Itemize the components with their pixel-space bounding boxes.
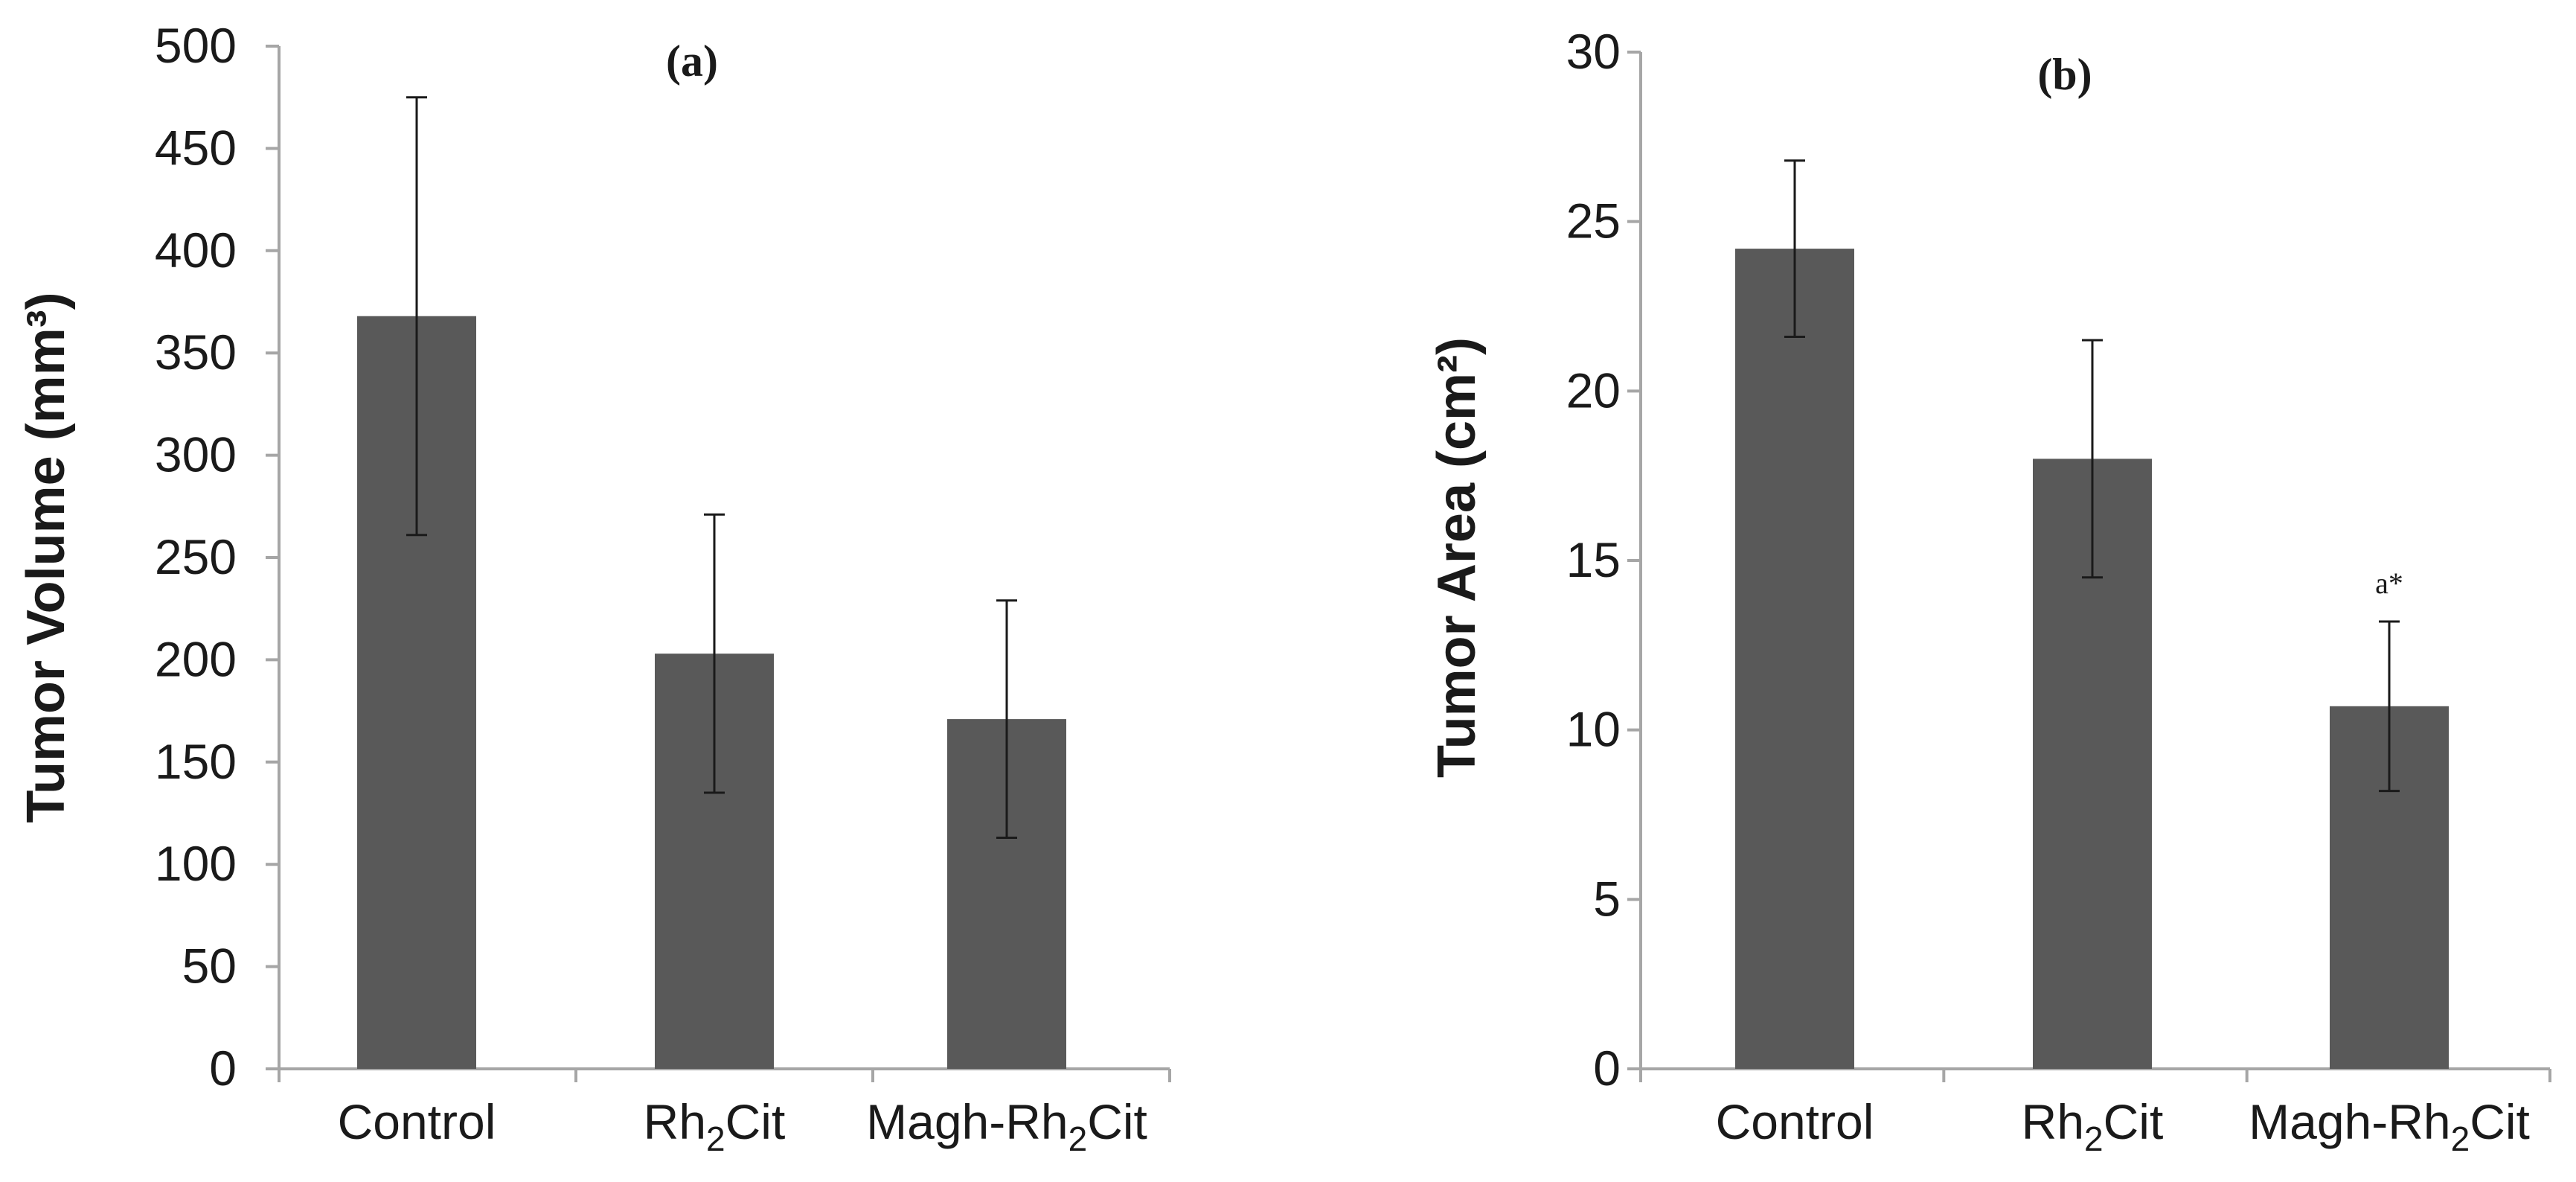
category-label-main: Magh-Rh — [866, 1094, 1068, 1149]
y-tick-label: 20 — [1566, 362, 1621, 418]
y-tick-label: 0 — [209, 1041, 237, 1096]
y-axis-label: Tumor Volume (mm³) — [16, 292, 76, 822]
y-tick-label: 10 — [1566, 702, 1621, 757]
category-label-subscript: 2 — [2084, 1119, 2104, 1158]
chart-title: (a) — [666, 36, 718, 86]
category-label-main: Control — [338, 1094, 496, 1149]
category-label-rest: Cit — [1087, 1094, 1147, 1149]
y-tick-label: 400 — [155, 223, 237, 278]
category-label: Magh-Rh2Cit — [2249, 1094, 2530, 1158]
y-tick-label: 25 — [1566, 194, 1621, 249]
y-tick-label: 200 — [155, 631, 237, 686]
category-label-rest: Cit — [2104, 1094, 2164, 1149]
category-label: Control — [1716, 1094, 1874, 1149]
y-tick-label: 30 — [1566, 24, 1621, 79]
y-axis-label: Tumor Area (cm²) — [1427, 337, 1487, 778]
y-tick-label: 0 — [1593, 1041, 1621, 1096]
y-tick-label: 350 — [155, 325, 237, 380]
category-label-main: Control — [1716, 1094, 1874, 1149]
y-tick-label: 250 — [155, 529, 237, 584]
category-label-subscript: 2 — [706, 1119, 725, 1158]
category-label-rest: Cit — [2470, 1094, 2530, 1149]
category-label-main: Rh — [644, 1094, 706, 1149]
category-label-subscript: 2 — [2451, 1119, 2470, 1158]
y-tick-label: 150 — [155, 734, 237, 789]
y-tick-label: 500 — [155, 18, 237, 73]
y-tick-label: 100 — [155, 836, 237, 891]
category-label-main: Magh-Rh — [2249, 1094, 2450, 1149]
category-label: Rh2Cit — [2022, 1094, 2164, 1158]
bar — [1735, 249, 1854, 1070]
category-label-main: Rh — [2022, 1094, 2084, 1149]
y-tick-label: 300 — [155, 427, 237, 482]
chart-title: (b) — [2037, 50, 2092, 99]
category-label-subscript: 2 — [1068, 1119, 1088, 1158]
y-tick-label: 50 — [182, 939, 237, 994]
y-tick-label: 450 — [155, 120, 237, 175]
category-label: Rh2Cit — [644, 1094, 786, 1158]
category-label: Magh-Rh2Cit — [866, 1094, 1147, 1158]
significance-annotation: a* — [2375, 566, 2403, 600]
category-label: Control — [338, 1094, 496, 1149]
y-tick-label: 15 — [1566, 532, 1621, 587]
category-label-rest: Cit — [725, 1094, 786, 1149]
y-tick-label: 5 — [1593, 871, 1621, 926]
